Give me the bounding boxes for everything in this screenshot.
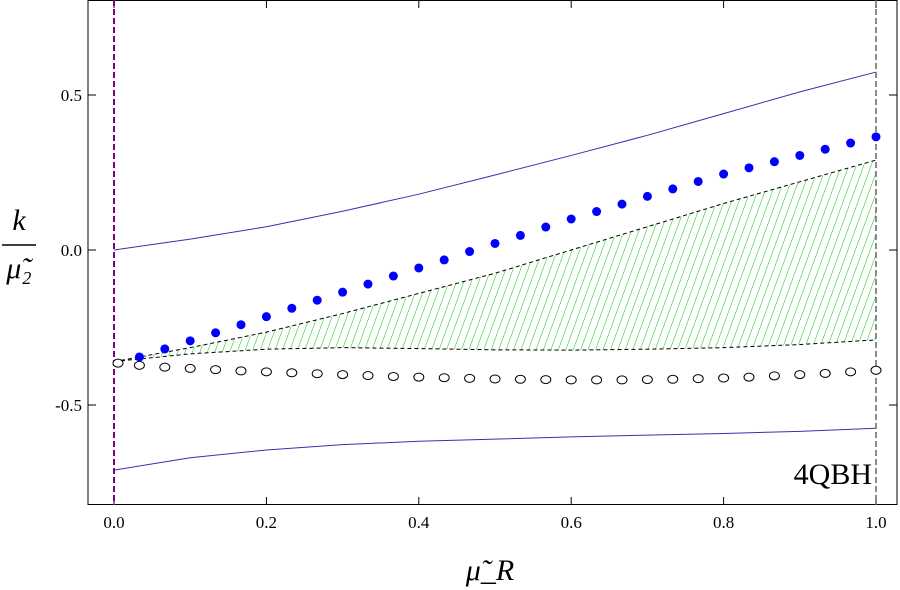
open-point (692, 374, 704, 384)
open-point (362, 371, 374, 381)
filled-point (160, 344, 170, 354)
filled-point (617, 199, 627, 209)
open-point (616, 375, 628, 385)
open-point (489, 374, 501, 384)
open-point (235, 366, 247, 376)
open-point (819, 368, 831, 378)
open-point (718, 373, 730, 383)
region-lower-boundary (113, 339, 877, 363)
open-point (184, 363, 196, 373)
filled-point (744, 163, 754, 173)
filled-point (363, 279, 373, 289)
filled-point (566, 214, 576, 224)
open-point (387, 371, 399, 381)
region-upper-boundary (113, 159, 877, 363)
filled-point (515, 230, 525, 240)
x-tick-label: 0.0 (103, 513, 124, 532)
filled-point (769, 157, 779, 167)
open-point (794, 370, 806, 380)
open-point (112, 358, 124, 368)
filled-point (490, 238, 500, 248)
filled-point (261, 312, 271, 322)
open-point (311, 369, 323, 379)
open-point (337, 370, 349, 380)
open-point (870, 365, 882, 375)
filled-point (719, 169, 729, 179)
filled-point (465, 247, 475, 257)
x-tick-label: 1.0 (865, 513, 886, 532)
open-point (260, 367, 272, 377)
filled-point (642, 191, 652, 201)
lower-line (113, 427, 877, 471)
filled-point (592, 207, 602, 217)
filled-point (236, 320, 246, 330)
filled-point (820, 144, 830, 154)
open-point (210, 365, 222, 375)
y-axis-label-numerator: k (12, 204, 26, 237)
open-point (565, 375, 577, 385)
annotation-label: 4QBH (794, 458, 872, 491)
plot-frame (87, 0, 898, 505)
open-point (743, 372, 755, 382)
open-point (133, 360, 145, 370)
ticks: 0.0 0.2 0.4 0.6 0.8 1.0 0.5 0.0 -0.5 (55, 0, 897, 532)
upper-line (113, 71, 877, 251)
filled-point (846, 138, 856, 148)
y-tick-label: 0.5 (61, 86, 82, 105)
open-point (768, 371, 780, 381)
open-point (464, 373, 476, 383)
y-tick-label: -0.5 (55, 396, 82, 415)
filled-point (541, 222, 551, 232)
open-point (286, 368, 298, 378)
x-tick-label: 0.8 (713, 513, 734, 532)
x-tick-label: 0.4 (408, 513, 430, 532)
y-axis-label-denominator: μ̃₂ (5, 252, 33, 285)
filled-point (693, 176, 703, 186)
x-tick-label: 0.2 (256, 513, 277, 532)
filled-point (414, 263, 424, 273)
plot-area (112, 0, 882, 505)
filled-point (668, 184, 678, 194)
filled-point (338, 287, 348, 297)
open-point (845, 367, 857, 377)
open-point (413, 372, 425, 382)
filled-point (211, 328, 221, 338)
y-axis-label: k μ̃₂ (2, 204, 36, 285)
filled-point (312, 295, 322, 305)
open-point (591, 375, 603, 385)
filled-point (185, 336, 195, 346)
filled-point (134, 352, 144, 362)
x-tick-label: 0.6 (561, 513, 582, 532)
open-point (667, 374, 679, 384)
open-point (540, 375, 552, 385)
open-point (514, 374, 526, 384)
open-point (438, 373, 450, 383)
open-point (159, 362, 171, 372)
y-tick-label: 0.0 (61, 241, 82, 260)
hatched-region (114, 160, 876, 362)
filled-point (388, 271, 398, 281)
filled-point (287, 303, 297, 313)
x-axis-label: μ̃_R (465, 554, 514, 587)
open-point (641, 375, 653, 385)
filled-point (795, 150, 805, 160)
filled-point (871, 132, 881, 142)
filled-point (439, 255, 449, 265)
